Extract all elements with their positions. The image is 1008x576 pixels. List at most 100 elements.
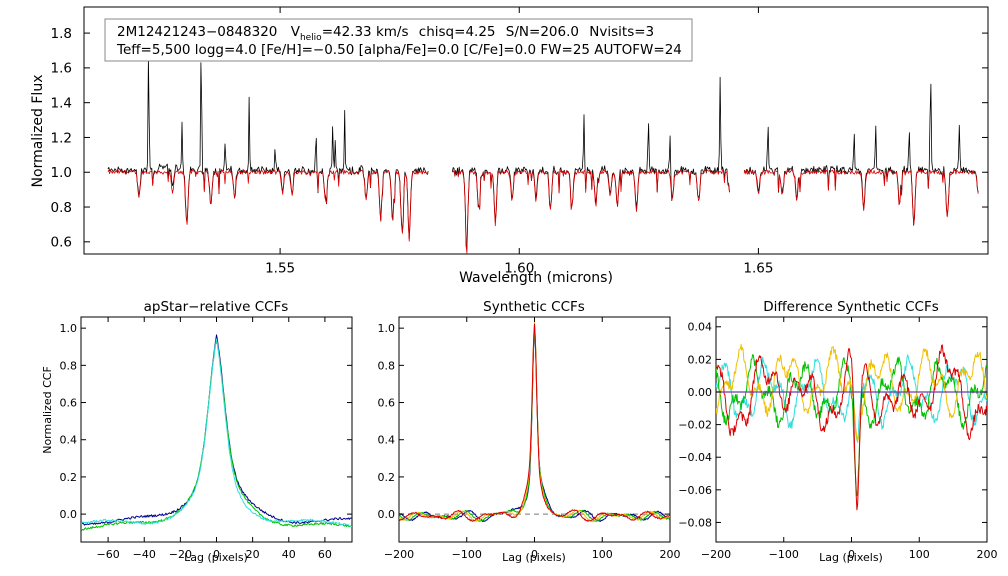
ccf-difference-panel: Difference Synthetic CCFs −200 −100 0 100 20… [678,299,997,564]
legend-v-sub: helio [300,33,322,43]
spectrum-model-line-chip-2 [451,169,730,254]
spectrum-model-line-chip-1 [107,169,429,242]
ccf-apstar-line-1 [81,334,352,526]
ccf-difference-line-3 [716,343,987,444]
ccf-apstar-ytick-label: 0.0 [60,508,78,521]
ccf-apstar-line-2 [81,341,352,531]
ccf-synthetic-series-group [399,322,670,523]
ccf-difference-ytick-label: 0.00 [688,386,713,399]
spectrum-observed-line-chip-1 [107,56,429,240]
spectrum-ytick-label: 1.4 [51,96,72,112]
legend-frame [104,18,693,62]
ccf-synthetic-panel: Synthetic CCFs −200 −100 0 100 200 0.0 0.2 0.4 0… [378,299,681,564]
ccf-difference-axes-frame [715,316,988,543]
ccf-apstar-ylabel: Normalized CCF [41,366,54,454]
ccf-difference-xtick-label: 0 [848,548,855,561]
legend-line-2: Teff=5,500 logg=4.0 [Fe/H]=−0.50 [alpha/… [116,42,682,58]
ccf-difference-xtick-label: −100 [769,548,799,561]
legend-snr: S/N=206.0 [506,24,579,40]
spectrum-model-line-chip-3 [743,169,979,225]
spectrum-ytick-label: 0.8 [51,200,72,216]
spectrum-ytick-label: 1.2 [51,130,72,146]
ccf-difference-series-group [716,343,987,511]
ccf-synthetic-line-3 [399,322,670,523]
spectrum-xlabel: Wavelength (microns) [459,270,613,286]
ccf-synthetic-xtick-label: 0 [531,548,538,561]
spectrum-axes-frame [83,6,989,255]
ccf-difference-title: Difference Synthetic CCFs [763,299,939,315]
ccf-apstar-xlabel: Lag (pixels) [184,551,248,564]
legend-star-id: 2M12421243−0848320 [117,24,277,40]
spectrum-chip-2 [451,76,730,254]
ccf-difference-xtick-label: 200 [977,548,998,561]
ccf-apstar-xtick-label: 20 [246,548,260,561]
spectrum-panel: 1.55 1.60 1.65 0.6 0.8 1.0 1.2 1.4 1.6 1.8 2M1242… [30,6,989,286]
ccf-synthetic-ytick-label: 0.6 [378,396,396,409]
spectrum-ytick-label: 1.8 [51,26,72,42]
spectrum-chip-3 [743,83,979,226]
ccf-difference-ytick-label: −0.08 [678,516,712,529]
ccf-synthetic-ytick-label: 0.0 [378,508,396,521]
ccf-difference-ytick-label: 0.02 [688,353,713,366]
spectrum-observed-line-chip-2 [451,76,730,249]
ccf-difference-line-2 [716,354,987,497]
ccf-difference-plot-area [716,343,987,511]
ccf-apstar-ytick-label: 0.2 [60,471,78,484]
ccf-synthetic-xtick-label: 200 [660,548,681,561]
ccf-apstar-xtick-label: −20 [169,548,192,561]
ccf-synthetic-ytick-label: 0.8 [378,359,396,372]
ccf-apstar-axes-frame [80,316,353,543]
spectrum-xtick-label: 1.55 [265,261,295,277]
ccf-apstar-plot-area [81,334,352,531]
spectrum-xtick-label: 1.65 [743,261,773,277]
ccf-synthetic-plot-area [399,322,670,523]
ccf-apstar-title: apStar−relative CCFs [144,299,289,315]
ccf-difference-ytick-label: 0.04 [688,321,713,334]
ccf-apstar-ytick-label: 0.8 [60,359,78,372]
ccf-apstar-xtick-label: −40 [133,548,156,561]
legend-line-1: 2M12421243−0848320 Vhelio=42.33 km/s chi… [117,24,654,43]
ccf-apstar-xtick-label: 0 [213,548,220,561]
ccf-difference-xlabel: Lag (pixels) [819,551,883,564]
ccf-synthetic-xlabel: Lag (pixels) [502,551,566,564]
spectrum-observed-line-chip-3 [743,83,979,226]
ccf-synthetic-title: Synthetic CCFs [483,299,585,315]
spectrum-plot-area [107,56,979,254]
spectrum-ylabel: Normalized Flux [30,75,46,188]
spectrum-ytick-label: 0.6 [51,235,72,251]
ccf-apstar-line-3 [81,338,352,527]
ccf-synthetic-line-2 [399,324,670,522]
ccf-synthetic-ytick-label: 1.0 [378,322,396,335]
ccf-difference-ytick-label: −0.04 [678,451,712,464]
ccf-synthetic-ytick-label: 0.2 [378,471,396,484]
ccf-apstar-xtick-label: 60 [318,548,332,561]
spectrum-xtick-label: 1.60 [504,261,534,277]
ccf-synthetic-axes-frame [398,316,671,543]
ccf-difference-ytick-label: −0.06 [678,484,712,497]
ccf-apstar-xtick-label: 40 [282,548,296,561]
ccf-apstar-ytick-label: 0.4 [60,434,78,447]
ccf-difference-line-4 [716,344,987,511]
ccf-apstar-panel: apStar−relative CCFs −60 −40 −20 0 20 40 60 0.0… [41,299,353,564]
spectrum-chip-1 [107,56,429,242]
spectrum-ticks: 1.55 1.60 1.65 0.6 0.8 1.0 1.2 1.4 1.6 1.8 [51,7,988,277]
ccf-difference-ytick-label: −0.02 [678,419,712,432]
legend-v-value: =42.33 km/s [322,24,409,40]
legend-v-label: V [291,24,301,40]
ccf-apstar-ytick-label: 1.0 [60,322,78,335]
ccf-difference-ticks: −200 −100 0 100 200 −0.08 −0.06 −0.04 −0.02 0.00 0… [678,317,998,561]
ccf-apstar-series-group [81,334,352,531]
ccf-apstar-xtick-label: −60 [96,548,119,561]
ccf-synthetic-line-1 [399,328,670,523]
ccf-synthetic-xtick-label: 100 [592,548,613,561]
legend-nvisits: Nvisits=3 [589,24,654,40]
spectrum-ytick-label: 1.0 [51,165,72,181]
ccf-difference-xtick-label: 100 [909,548,930,561]
ccf-synthetic-line-4 [399,323,670,522]
ccf-apstar-ytick-label: 0.6 [60,396,78,409]
ccf-synthetic-ticks: −200 −100 0 100 200 0.0 0.2 0.4 0.6 0.8 1.0 [378,317,681,561]
ccf-apstar-ticks: −60 −40 −20 0 20 40 60 0.0 0.2 0.4 0.6 0.8 1.0 [60,317,352,561]
ccf-synthetic-xtick-label: −100 [452,548,482,561]
spectrum-ytick-label: 1.6 [51,61,72,77]
